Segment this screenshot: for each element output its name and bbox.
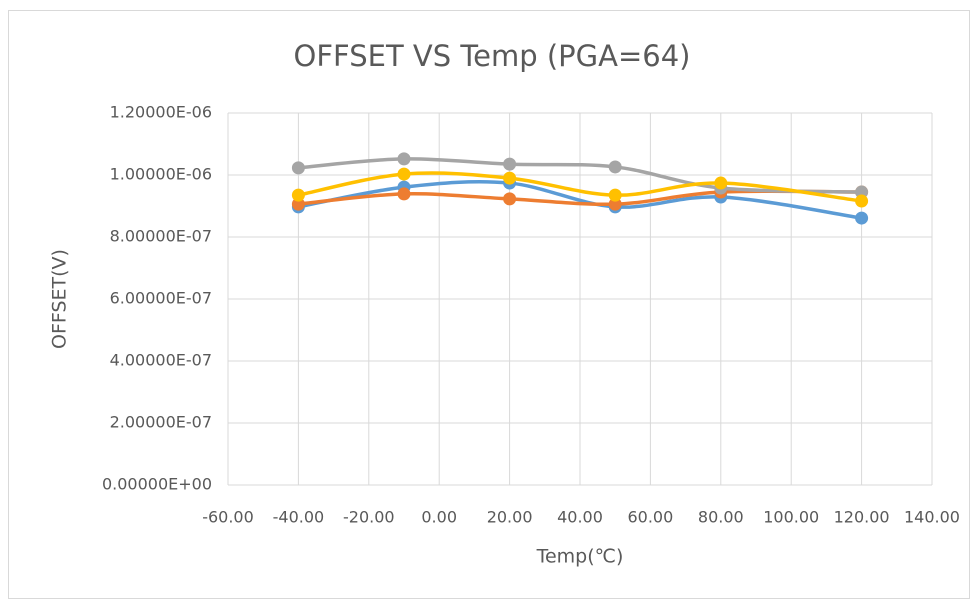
x-tick-label: -40.00 xyxy=(273,508,325,527)
y-tick-label: 0.00000E+00 xyxy=(102,475,212,494)
x-tick-label: -60.00 xyxy=(202,508,254,527)
data-point xyxy=(397,167,411,181)
data-point xyxy=(608,160,622,174)
x-tick-label: 80.00 xyxy=(698,508,744,527)
chart-border xyxy=(8,10,970,599)
y-axis-label: OFFSET(V) xyxy=(49,249,71,349)
data-point xyxy=(608,197,622,211)
data-point xyxy=(397,152,411,166)
x-tick-label: -20.00 xyxy=(343,508,395,527)
x-tick-label: 0.00 xyxy=(421,508,457,527)
chart-title: OFFSET VS Temp (PGA=64) xyxy=(294,39,691,73)
x-tick-label: 20.00 xyxy=(487,508,533,527)
y-tick-label: 2.00000E-07 xyxy=(110,413,212,432)
x-axis-label: Temp(℃) xyxy=(536,546,624,568)
data-point xyxy=(855,194,869,208)
series-line xyxy=(298,179,862,220)
x-tick-label: 40.00 xyxy=(557,508,603,527)
y-tick-label: 1.00000E-06 xyxy=(110,165,212,184)
data-point xyxy=(855,185,869,199)
data-point xyxy=(503,171,517,185)
y-tick-label: 6.00000E-07 xyxy=(110,289,212,308)
data-point xyxy=(608,188,622,202)
x-tick-label: 60.00 xyxy=(627,508,673,527)
data-point xyxy=(503,192,517,206)
data-point xyxy=(291,188,305,202)
y-tick-label: 1.20000E-06 xyxy=(110,103,212,122)
data-point xyxy=(291,161,305,175)
x-tick-label: 140.00 xyxy=(904,508,960,527)
x-tick-label: 100.00 xyxy=(763,508,819,527)
y-tick-label: 8.00000E-07 xyxy=(110,227,212,246)
x-tick-label: 120.00 xyxy=(834,508,890,527)
data-point xyxy=(397,187,411,201)
y-tick-label: 4.00000E-07 xyxy=(110,351,212,370)
series-line xyxy=(298,157,862,194)
series-line xyxy=(298,171,862,203)
data-point xyxy=(503,157,517,171)
data-point xyxy=(855,211,869,225)
data-point xyxy=(714,176,728,190)
data-point xyxy=(291,197,305,211)
